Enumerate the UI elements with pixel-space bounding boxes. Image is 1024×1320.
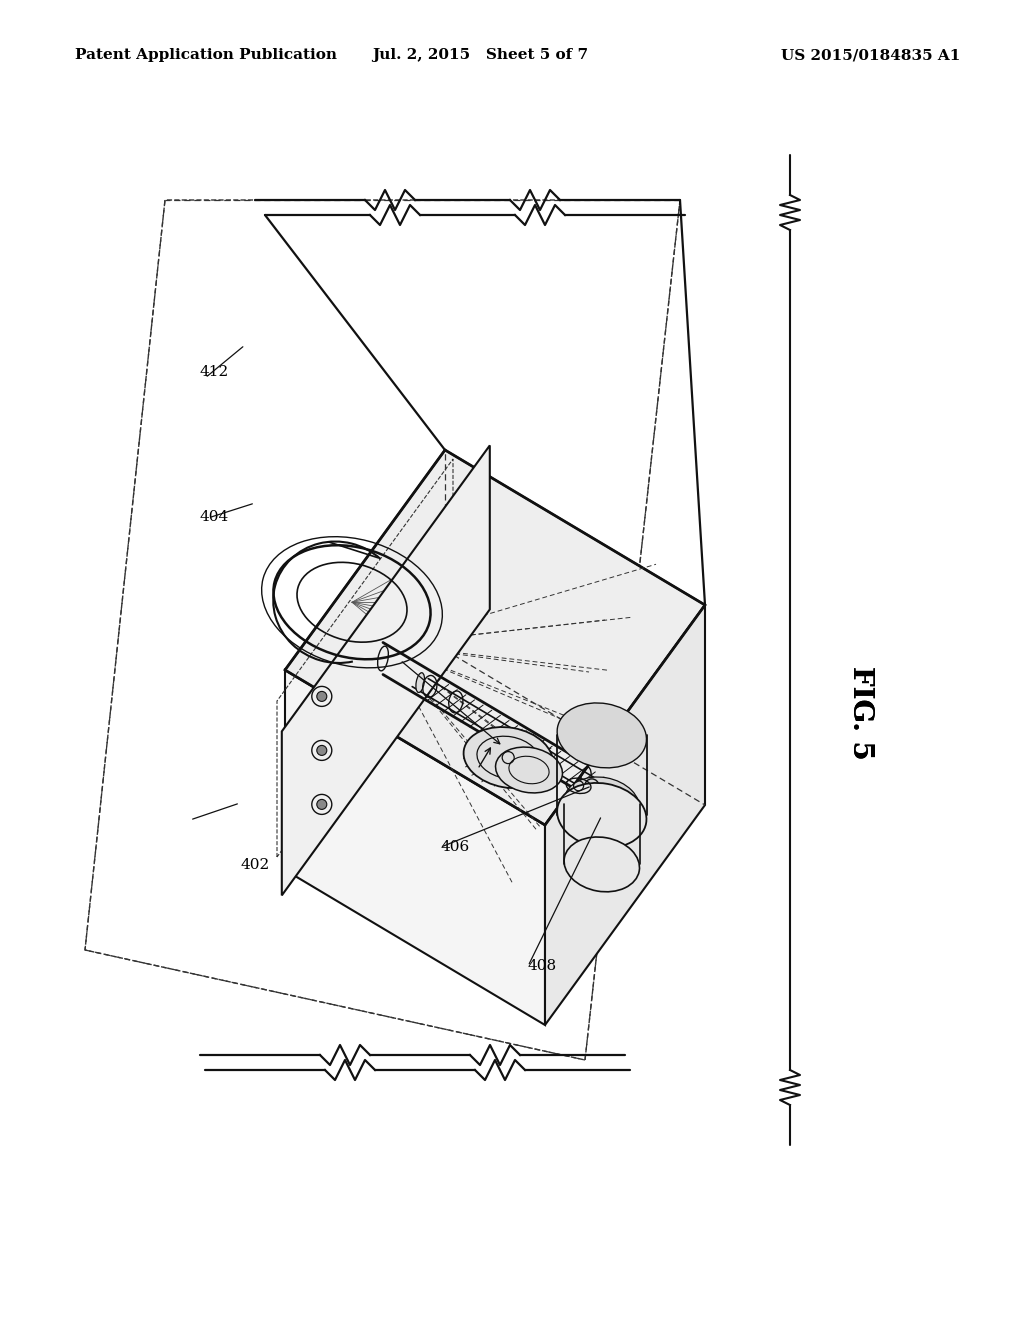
Ellipse shape: [564, 777, 640, 832]
Text: FIG. 5: FIG. 5: [847, 665, 873, 760]
Text: Jul. 2, 2015   Sheet 5 of 7: Jul. 2, 2015 Sheet 5 of 7: [372, 49, 588, 62]
Text: 402: 402: [241, 858, 270, 871]
Ellipse shape: [416, 673, 425, 693]
Ellipse shape: [557, 783, 646, 847]
Ellipse shape: [496, 747, 562, 793]
Ellipse shape: [564, 837, 640, 892]
Circle shape: [316, 800, 327, 809]
Ellipse shape: [464, 727, 553, 788]
Polygon shape: [285, 450, 705, 825]
Polygon shape: [545, 605, 705, 1026]
Text: 410: 410: [399, 653, 429, 667]
Text: Patent Application Publication: Patent Application Publication: [75, 49, 337, 62]
Polygon shape: [282, 445, 489, 895]
Text: 408: 408: [527, 960, 556, 973]
Circle shape: [316, 746, 327, 755]
Text: 404: 404: [200, 511, 229, 524]
Ellipse shape: [557, 704, 646, 768]
Text: FIG. 5: FIG. 5: [847, 665, 873, 760]
Circle shape: [316, 692, 327, 701]
Polygon shape: [285, 671, 545, 1026]
Text: 412: 412: [200, 366, 229, 379]
Text: 406: 406: [440, 841, 470, 854]
Text: US 2015/0184835 A1: US 2015/0184835 A1: [780, 49, 961, 62]
